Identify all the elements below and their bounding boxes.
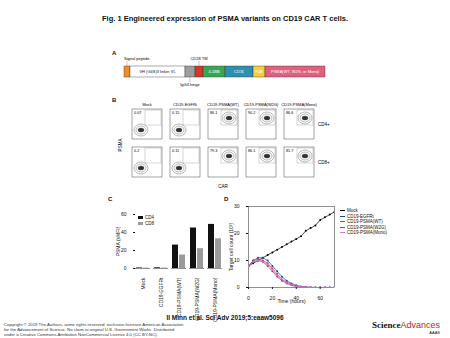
svg-text:40: 40 bbox=[121, 229, 127, 235]
html-text:D: D bbox=[224, 196, 229, 202]
svg-text:CD19-PSMA(W2G): CD19-PSMA(W2G) bbox=[193, 277, 200, 321]
html-text:CD19-PSMA(Mono): CD19-PSMA(Mono) bbox=[347, 230, 387, 235]
svg-text:CD3ζ: CD3ζ bbox=[234, 69, 244, 74]
svg-text:90.2: 90.2 bbox=[248, 111, 255, 115]
svg-text:Target cell count (10³): Target cell count (10³) bbox=[228, 222, 234, 271]
svg-text:20: 20 bbox=[121, 247, 127, 253]
html-text:AAAS: AAAS bbox=[429, 330, 440, 335]
html-text:CD19-PSMA(W2G): CD19-PSMA(W2G) bbox=[347, 224, 386, 230]
svg-text:VH (G4S)3 linker VL: VH (G4S)3 linker VL bbox=[139, 69, 176, 74]
svg-text:CD4+: CD4+ bbox=[318, 122, 330, 127]
svg-text:CD19-PSMA(WT): CD19-PSMA(WT) bbox=[207, 102, 239, 107]
svg-text:CAR: CAR bbox=[218, 184, 228, 189]
svg-text:81.7: 81.7 bbox=[286, 149, 293, 153]
svg-text:CD8+: CD8+ bbox=[318, 160, 330, 165]
svg-text:0: 0 bbox=[247, 295, 250, 301]
html-text:CD8: CD8 bbox=[145, 220, 154, 226]
svg-text:86.1: 86.1 bbox=[210, 111, 217, 115]
svg-text:0.11: 0.11 bbox=[172, 149, 179, 153]
svg-text:CD19-PSMA(WT): CD19-PSMA(WT) bbox=[176, 277, 182, 317]
svg-text:60: 60 bbox=[121, 211, 127, 217]
svg-text:79.3: 79.3 bbox=[210, 149, 217, 153]
svg-text:60: 60 bbox=[317, 295, 323, 301]
svg-text:CD28 TM: CD28 TM bbox=[190, 56, 207, 61]
svg-text:PSMA (sMFI): PSMA (sMFI) bbox=[115, 226, 121, 256]
html-text:Science Advances: Science Advances bbox=[372, 320, 440, 330]
svg-text:Mock: Mock bbox=[142, 102, 152, 107]
html-text:CD4: CD4 bbox=[145, 215, 154, 220]
svg-text:30: 30 bbox=[234, 203, 240, 209]
svg-text:0.15: 0.15 bbox=[172, 111, 179, 115]
svg-text:86.1: 86.1 bbox=[248, 149, 255, 153]
svg-text:CD19-PSMA(Mono): CD19-PSMA(Mono) bbox=[211, 277, 218, 322]
svg-text:PSMA: PSMA bbox=[118, 139, 123, 152]
svg-text:CD19-PSMA(W2G): CD19-PSMA(W2G) bbox=[244, 102, 279, 107]
html-text:CD19-EGFRt: CD19-EGFRt bbox=[347, 213, 374, 219]
html-text:Mock: Mock bbox=[347, 208, 358, 213]
svg-text:Time (hours): Time (hours) bbox=[277, 298, 305, 304]
svg-text:PSMA(WT, W2G, or Mono): PSMA(WT, W2G, or Mono) bbox=[271, 69, 320, 74]
svg-text:CD19-PSMA(Mono): CD19-PSMA(Mono) bbox=[281, 102, 317, 107]
html-text:Il Minn et al. Sci Adv 2019;5:: Il Minn et al. Sci Adv 2019;5:eaaw5096 bbox=[166, 314, 284, 321]
svg-text:CD19-EGFRt: CD19-EGFRt bbox=[173, 102, 198, 107]
svg-text:0: 0 bbox=[237, 284, 240, 290]
svg-text:IgG4 hinge: IgG4 hinge bbox=[180, 82, 200, 87]
html-text:CD19-PSMA(WT): CD19-PSMA(WT) bbox=[347, 219, 383, 224]
svg-text:Mock: Mock bbox=[140, 277, 146, 289]
svg-text:0.07: 0.07 bbox=[134, 111, 141, 115]
svg-text:0: 0 bbox=[124, 265, 127, 271]
svg-text:20: 20 bbox=[270, 295, 276, 301]
html-text:C: C bbox=[108, 196, 113, 202]
svg-text:0.2: 0.2 bbox=[134, 149, 139, 153]
html-text:for the Advancement of Science: for the Advancement of Science. No claim… bbox=[4, 327, 175, 332]
svg-text:P2A: P2A bbox=[255, 69, 263, 74]
html-text:Copyright © 2019 The Authors,: Copyright © 2019 The Authors, some right… bbox=[4, 322, 184, 327]
svg-text:CD19-EGFRt: CD19-EGFRt bbox=[158, 277, 164, 307]
svg-text:20: 20 bbox=[234, 230, 240, 236]
svg-text:86.6: 86.6 bbox=[286, 111, 293, 115]
html-text:B: B bbox=[112, 97, 117, 103]
html-text:A: A bbox=[112, 50, 117, 56]
html-text:under a Creative Commons Attri: under a Creative Commons Attribution Non… bbox=[4, 332, 158, 337]
html-text:Fig. 1 Engineered expression o: Fig. 1 Engineered expression of PSMA var… bbox=[102, 14, 348, 23]
svg-text:Signal peptide: Signal peptide bbox=[124, 56, 150, 61]
svg-text:4-1BB: 4-1BB bbox=[208, 69, 219, 74]
svg-text:10: 10 bbox=[234, 257, 240, 263]
